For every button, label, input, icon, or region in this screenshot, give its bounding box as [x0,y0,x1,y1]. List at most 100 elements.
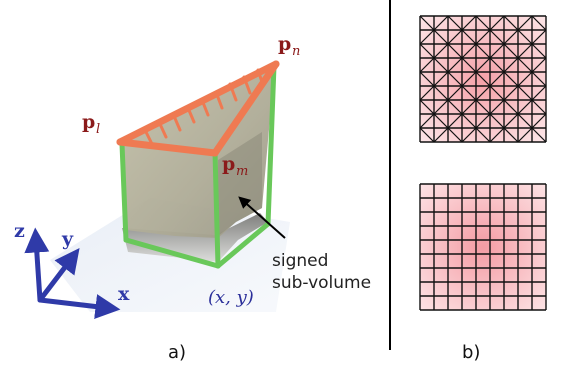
grid-diagonal [489,85,505,101]
grid-diagonal [475,85,491,101]
grid-diagonal [433,15,449,31]
grid-fill [420,184,546,310]
caption-a: a) [168,342,186,363]
top-edge-right [211,60,280,157]
grid-diagonal [503,57,519,73]
bottom-edge-front [123,237,221,269]
grid-diagonal [503,29,519,45]
grid-diagonal [447,57,463,73]
grid-diagonal [517,29,533,45]
grid-diagonal [489,113,505,129]
grid-diagonal [433,85,449,101]
grid-diagonal [447,85,463,101]
grid-diagonal [531,127,547,143]
vertical-edge-left [119,141,129,243]
caption-b: b) [462,342,480,363]
grid-diagonal [489,57,505,73]
square-grid [419,183,547,311]
point-label-pm: p m [222,153,248,179]
grid-diagonal [461,57,477,73]
bottom-edge-right [215,221,271,269]
grid-diagonal [447,127,463,143]
surface-shadow-fold [218,132,262,236]
grid-diagonal [517,43,533,59]
point-pl-sub: l [96,122,100,137]
axis-x-line [37,294,121,319]
annotation-signed: signed [272,251,328,271]
grid-diagonal [461,127,477,143]
grid-diagonal [531,57,547,73]
panel-a: p l p n p m signed sub-volume z y x (x, … [14,33,371,363]
grid-diagonal [447,43,463,59]
grid-diagonal [517,85,533,101]
grid-diagonal [503,15,519,31]
grid-diagonal [475,29,491,45]
axis-y-line [37,248,80,303]
grid-diagonal [531,15,547,31]
top-triangle [116,60,280,157]
coordinate-axes [24,227,121,319]
grid-diagonal [447,71,463,87]
grid-diagonal [447,113,463,129]
grid-diagonal [461,113,477,129]
point-pl-base: p [82,111,95,133]
axis-y-label: y [61,228,74,250]
grid-diagonal [531,113,547,129]
axis-z-label: z [14,220,25,242]
point-pn-sub: n [292,44,300,59]
grid-diagonal [503,113,519,129]
grid-diagonal [475,127,491,143]
grid-diagonal [531,85,547,101]
grid-diagonal [531,29,547,45]
grid-diagonal [517,71,533,87]
point-pn-base: p [278,33,291,55]
point-pm-sub: m [236,164,248,179]
point-label-pn: p n [278,33,300,59]
grid-diagonal [433,113,449,129]
grid-diagonal [503,127,519,143]
grid-diagonal [475,57,491,73]
grid-diagonal [419,43,435,59]
grid-diagonal [433,99,449,115]
grid-diagonal [419,71,435,87]
grid-diagonal [419,15,435,31]
annotation-sub-volume: sub-volume [272,273,371,293]
grid-diagonal [461,71,477,87]
grid-diagonal [475,99,491,115]
annotation-arrow [238,196,286,239]
grid-diagonal [475,71,491,87]
grid-diagonal [503,99,519,115]
grid-diagonal [461,29,477,45]
grid-diagonal [433,57,449,73]
grid-diagonal [517,15,533,31]
vertical-edge-right [265,63,277,227]
grid-diagonal [503,43,519,59]
grid-diagonal [419,113,435,129]
point-label-pl: p l [82,111,100,137]
grid-diagonal [489,43,505,59]
grid-diagonal [489,29,505,45]
domain-label: (x, y) [208,287,254,308]
grid-diagonal [461,15,477,31]
grid-diagonal [489,99,505,115]
grid-diagonal [503,71,519,87]
grid-diagonal [447,29,463,45]
triangulated-grid [419,15,547,143]
grid-diagonal [489,71,505,87]
grid-diagonal [419,29,435,45]
grid-diagonal [517,57,533,73]
grid-diagonal [531,71,547,87]
grid-diagonal [433,29,449,45]
grid-diagonal [419,99,435,115]
grid-diagonal [433,127,449,143]
point-pm-base: p [222,153,235,175]
panel-b: b) [419,15,547,363]
vertical-edges [119,63,277,269]
grid-diagonal [419,127,435,143]
top-edge-back [116,60,280,146]
grid-diagonal [517,99,533,115]
vertical-edge-middle [212,149,221,269]
grid-diagonal [475,113,491,129]
